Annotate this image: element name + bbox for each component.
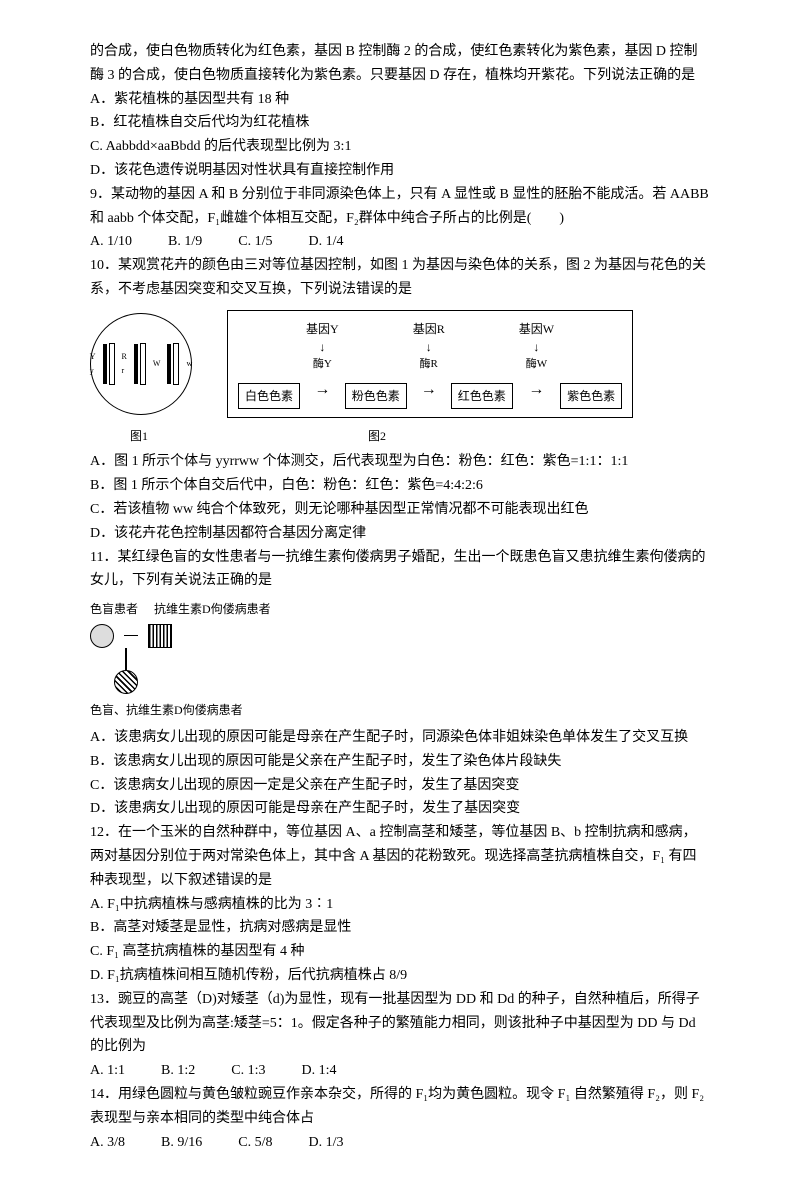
q13-opt-b: B. 1:2	[161, 1059, 195, 1083]
q13-opt-d: D. 1:4	[301, 1059, 336, 1083]
arrow-down-icon: ↓	[426, 341, 432, 353]
arrow-down-icon: ↓	[319, 341, 325, 353]
q9-opt-d: D. 1/4	[308, 230, 343, 254]
q14-text: 14．用绿色圆粒与黄色皱粒豌豆作亲本杂交，所得的 F₁均为黄色圆粒。现令 F₁ …	[90, 1083, 710, 1131]
pedigree-mother-icon	[90, 624, 114, 648]
box-purple: 紫色色素	[560, 383, 622, 409]
arrow-right-icon: →	[421, 376, 437, 409]
arrow-right-icon: →	[528, 376, 544, 409]
q14-opt-d: D. 1/3	[308, 1131, 343, 1155]
q12-opt-c: C. F₁ 高茎抗病植株的基因型有 4 种	[90, 940, 710, 964]
q11-opt-d: D．该患病女儿出现的原因可能是母亲在产生配子时，发生了基因突变	[90, 797, 710, 821]
q12-opt-d: D. F₁抗病植株间相互随机传粉，后代抗病植株占 8/9	[90, 964, 710, 988]
pedigree-legend: 色盲患者 抗维生素D佝偻病患者 色盲、抗维生素D佝偻病患者	[90, 599, 710, 720]
q14-opt-b: B. 9/16	[161, 1131, 202, 1155]
q11-text: 11．某红绿色盲的女性患者与一抗维生素佝偻病男子婚配，生出一个既患色盲又患抗维生…	[90, 546, 710, 594]
opt-a: A．紫花植株的基因型共有 18 种	[90, 88, 710, 112]
caption-1: 图1	[130, 426, 148, 446]
q10-opt-a: A．图 1 所示个体与 yyrrww 个体测交，后代表现型为白色：粉色：红色：紫…	[90, 450, 710, 474]
figure-2-flowchart: 白色色素 基因Y ↓ 酶Y → 粉色色素 基因R ↓ 酶R → 红色色素 基因W…	[227, 310, 633, 418]
box-pink: 粉色色素	[345, 383, 407, 409]
intro-text: 的合成，使白色物质转化为红色素，基因 B 控制酶 2 的合成，使红色素转化为紫色…	[90, 40, 710, 88]
gene-y-label: 基因Y	[306, 319, 339, 339]
figure-1-chromosome-circle: Yy Rr W w	[90, 313, 192, 415]
legend-both: 色盲、抗维生素D佝偻病患者	[90, 700, 243, 720]
box-white: 白色色素	[238, 383, 300, 409]
q10-opt-c: C．若该植物 ww 纯合个体致死，则无论哪种基因型正常情况都不可能表现出红色	[90, 498, 710, 522]
opt-b: B．红花植株自交后代均为红花植株	[90, 111, 710, 135]
q12-opt-b: B．高茎对矮茎是显性，抗病对感病是显性	[90, 916, 710, 940]
q9-text: 9．某动物的基因 A 和 B 分别位于非同源染色体上，只有 A 显性或 B 显性…	[90, 183, 710, 231]
q13-opt-a: A. 1:1	[90, 1059, 125, 1083]
arrow-right-icon: →	[314, 376, 330, 409]
legend-rickets: 抗维生素D佝偻病患者	[154, 599, 271, 619]
q11-opt-c: C．该患病女儿出现的原因一定是父亲在产生配子时，发生了基因突变	[90, 774, 710, 798]
gene-w-label: 基因W	[519, 319, 554, 339]
q10-opt-d: D．该花卉花色控制基因都符合基因分离定律	[90, 522, 710, 546]
opt-c: C. Aabbdd×aaBbdd 的后代表现型比例为 3:1	[90, 135, 710, 159]
enzyme-r-label: 酶R	[420, 355, 438, 374]
legend-colorblind: 色盲患者	[90, 599, 138, 619]
enzyme-w-label: 酶W	[526, 355, 547, 374]
q9-opt-a: A. 1/10	[90, 230, 132, 254]
q10-text: 10．某观赏花卉的颜色由三对等位基因控制，如图 1 为基因与染色体的关系，图 2…	[90, 254, 710, 302]
pedigree-daughter-icon	[114, 670, 138, 694]
q9-opt-b: B. 1/9	[168, 230, 202, 254]
arrow-down-icon: ↓	[533, 341, 539, 353]
q11-opt-a: A．该患病女儿出现的原因可能是母亲在产生配子时，同源染色体非姐妹染色单体发生了交…	[90, 726, 710, 750]
q13-text: 13．豌豆的高茎（D)对矮茎（d)为显性，现有一批基因型为 DD 和 Dd 的种…	[90, 988, 710, 1059]
q12-text: 12．在一个玉米的自然种群中，等位基因 A、a 控制高茎和矮茎，等位基因 B、b…	[90, 821, 710, 892]
descent-line	[125, 648, 127, 670]
figure-row: Yy Rr W w 白色色素 基因Y ↓ 酶Y → 粉色色素 基因R ↓ 酶R …	[90, 310, 710, 418]
q12-opt-a: A. F₁中抗病植株与感病植株的比为 3∶1	[90, 893, 710, 917]
q9-opt-c: C. 1/5	[238, 230, 272, 254]
marriage-line	[124, 635, 138, 637]
q10-opt-b: B．图 1 所示个体自交后代中，白色：粉色：红色：紫色=4:4:2:6	[90, 474, 710, 498]
caption-2: 图2	[368, 426, 386, 446]
q14-opt-c: C. 5/8	[238, 1131, 272, 1155]
q13-opt-c: C. 1:3	[231, 1059, 265, 1083]
box-red: 红色色素	[451, 383, 513, 409]
q14-opt-a: A. 3/8	[90, 1131, 125, 1155]
pedigree-father-icon	[148, 624, 172, 648]
gene-r-label: 基因R	[413, 319, 445, 339]
opt-d: D．该花色遗传说明基因对性状具有直接控制作用	[90, 159, 710, 183]
enzyme-y-label: 酶Y	[313, 355, 332, 374]
q11-opt-b: B．该患病女儿出现的原因可能是父亲在产生配子时，发生了染色体片段缺失	[90, 750, 710, 774]
